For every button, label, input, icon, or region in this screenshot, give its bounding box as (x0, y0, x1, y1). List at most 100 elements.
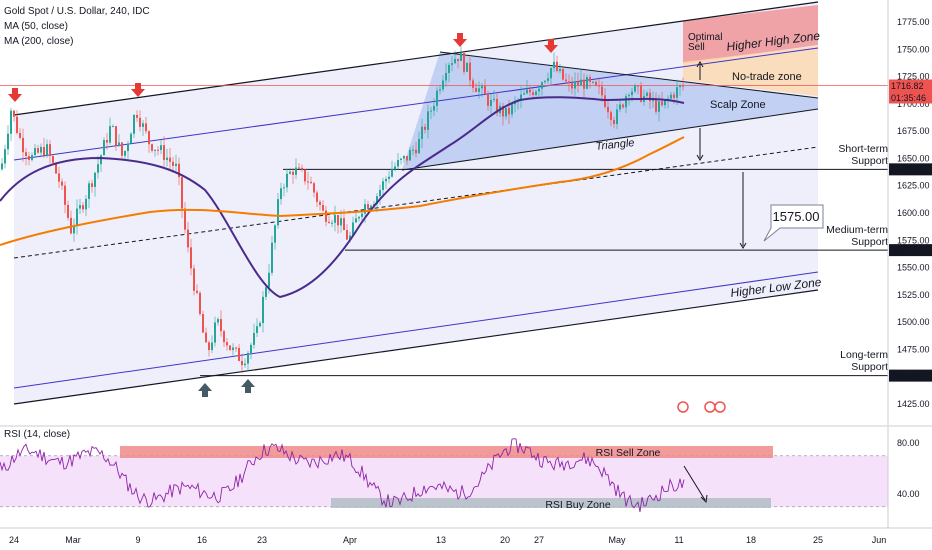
candle-body (229, 345, 231, 351)
candle-body (379, 189, 381, 197)
candle-body (415, 149, 417, 154)
candle-body (388, 176, 390, 179)
candle-body (187, 229, 189, 248)
ma200-legend: MA (200, close) (4, 36, 74, 47)
candle-body (28, 156, 30, 160)
long-term-support-tag: 1451.00 (891, 371, 924, 381)
candle-body (199, 292, 201, 314)
countdown-tag: 01:35:46 (891, 93, 926, 103)
long-term-support-label-2: Support (851, 361, 888, 373)
candle-body (73, 226, 75, 234)
candle-body (154, 149, 156, 151)
time-tick-label: 20 (500, 535, 510, 545)
price-axis-ticks: 1775.00 1750.00 1725.00 1700.00 1675.00 1650.… (897, 17, 930, 409)
candle-body (106, 140, 108, 143)
time-tick-label: 13 (436, 535, 446, 545)
candle-body (358, 216, 360, 219)
candle-body (268, 272, 270, 288)
candle-body (682, 85, 684, 87)
candle-body (349, 235, 351, 240)
candle-body (43, 146, 45, 156)
rsi-line (0, 438, 685, 512)
time-axis-ticks: 24 Mar 9 16 23 Apr 13 20 27 May 11 18 25 Jun (9, 535, 886, 545)
candle-body (157, 149, 159, 151)
candle-body (331, 222, 333, 224)
no-trade-zone-box (683, 46, 818, 96)
candle-body (310, 181, 312, 184)
candle-body (364, 204, 366, 214)
candle-body (523, 93, 525, 95)
candle-body (175, 163, 177, 166)
candle-body (538, 88, 540, 92)
candle-body (145, 123, 147, 132)
candle-body (184, 208, 186, 230)
candle-body (454, 58, 456, 64)
medium-term-support-tag: 1566.00 (891, 246, 924, 256)
candle-body (22, 137, 24, 153)
candle-body (394, 166, 396, 170)
event-icon (704, 401, 716, 413)
candle-body (289, 171, 291, 174)
target-callout-text: 1575.00 (773, 209, 820, 224)
candle-body (37, 148, 39, 153)
candle-body (244, 363, 246, 366)
down-arrow-marker (8, 88, 22, 102)
target-callout-box (763, 204, 824, 242)
candle-body (346, 230, 348, 240)
time-tick-label: 27 (534, 535, 544, 545)
projection-arrowhead-up (696, 61, 704, 68)
candle-body (250, 344, 252, 353)
candle-body (478, 88, 480, 92)
time-tick-label: 25 (813, 535, 823, 545)
rsi-buy-zone-box (331, 498, 771, 508)
candle-body (565, 79, 567, 82)
channel-lower-line (13, 289, 819, 405)
candle-body (625, 96, 627, 108)
candle-body (124, 151, 126, 156)
candle-body (631, 91, 633, 96)
candle-body (94, 172, 96, 187)
candle-body (193, 268, 195, 291)
candle-body (79, 205, 81, 209)
candle-body (136, 114, 138, 118)
candle-body (514, 101, 516, 105)
candle-body (370, 205, 372, 209)
price-tick-label: 1575.00 (897, 235, 930, 245)
optimal-sell-label: Optimal (688, 32, 722, 43)
candle-body (277, 199, 279, 226)
candle-body (424, 126, 426, 130)
candle-body (241, 360, 243, 366)
candle-body (496, 98, 498, 114)
candle-body (85, 198, 87, 210)
optimal-sell-label-2: Sell (688, 42, 705, 53)
candle-body (553, 61, 555, 69)
candle-body (307, 181, 309, 183)
candle-body (166, 157, 168, 160)
no-trade-zone-label: No-trade zone (732, 71, 802, 83)
channel-mid-lower-line (13, 271, 819, 389)
candle-body (385, 178, 387, 182)
candle-body (211, 342, 213, 351)
candle-body (493, 98, 495, 100)
candle-body (652, 99, 654, 102)
candle-body (148, 131, 150, 145)
candle-body (1, 163, 3, 170)
candle-body (559, 68, 561, 72)
candle-body (220, 319, 222, 332)
candle-body (451, 63, 453, 65)
candle-body (649, 92, 651, 102)
candle-body (430, 110, 432, 112)
candle-body (7, 133, 9, 150)
candle-body (292, 171, 294, 175)
candle-body (505, 107, 507, 117)
ma200-line (0, 136, 685, 246)
projection-arrowhead-target (739, 242, 747, 249)
candle-body (400, 158, 402, 160)
candle-body (466, 62, 468, 72)
candle-body (586, 77, 588, 89)
candle-body (283, 187, 285, 189)
time-tick-label: 9 (135, 535, 140, 545)
medium-term-support-tag-bg (889, 244, 932, 257)
candle-body (247, 352, 249, 364)
triangle-lower-line (401, 108, 819, 171)
